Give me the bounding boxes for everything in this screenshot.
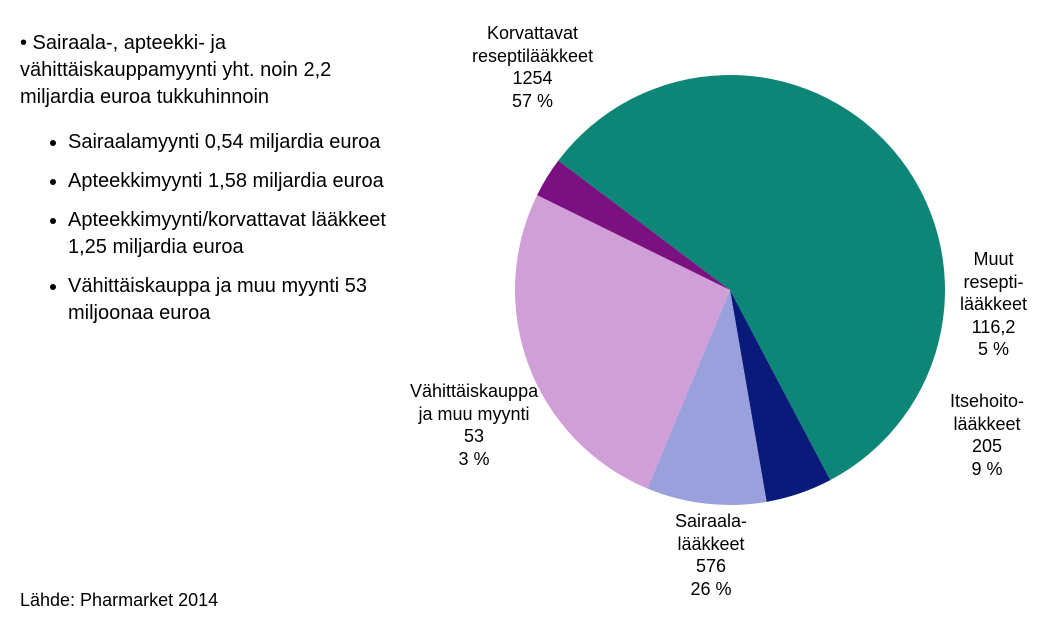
bullet-block: • Sairaala-, apteekki- ja vähittäiskaupp…	[20, 30, 410, 339]
lead-bullet: • Sairaala-, apteekki- ja vähittäiskaupp…	[20, 30, 410, 111]
pie-chart-area: Korvattavat reseptilääkkeet 1254 57 % Muu…	[420, 0, 1047, 600]
bullet-item: Apteekkimyynti 1,58 miljardia euroa	[68, 168, 410, 195]
pie-label-itsehoito: Itsehoito- lääkkeet 205 9 %	[950, 390, 1024, 480]
pie-label-vahittais: Vähittäiskauppa ja muu myynti 53 3 %	[410, 380, 538, 470]
bullet-list: Sairaalamyynti 0,54 miljardia euroa Apte…	[20, 129, 410, 327]
pie-label-korvattavat: Korvattavat reseptilääkkeet 1254 57 %	[472, 22, 593, 112]
pie-label-muut: Muut resepti- lääkkeet 116,2 5 %	[960, 248, 1027, 361]
bullet-item: Sairaalamyynti 0,54 miljardia euroa	[68, 129, 410, 156]
bullet-item: Apteekkimyynti/korvattavat lääkkeet 1,25…	[68, 207, 410, 261]
pie-label-sairaala: Sairaala- lääkkeet 576 26 %	[675, 510, 747, 600]
bullet-item: Vähittäiskauppa ja muu myynti 53 miljoon…	[68, 273, 410, 327]
source-label: Lähde: Pharmarket 2014	[20, 590, 218, 611]
page-root: • Sairaala-, apteekki- ja vähittäiskaupp…	[0, 0, 1047, 633]
